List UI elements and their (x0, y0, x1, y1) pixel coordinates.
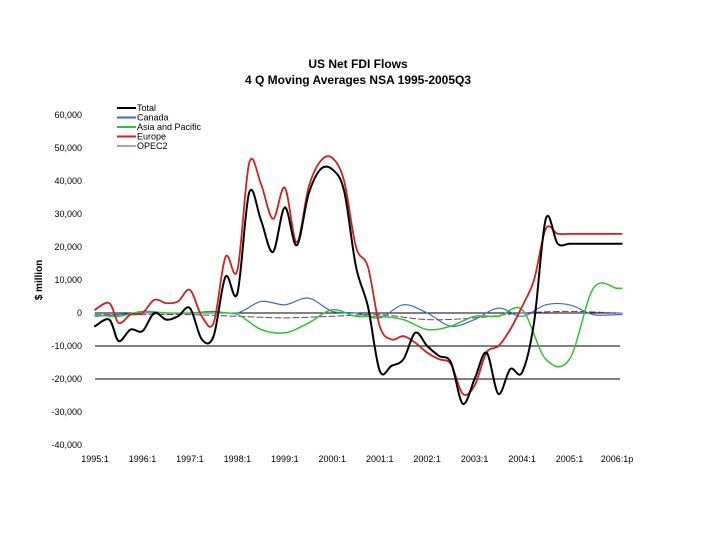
series-line-asia-and-pacific (94, 282, 623, 368)
y-tick-label: 0 (77, 308, 82, 318)
legend-label: OPEC2 (137, 141, 168, 151)
legend-label: Canada (137, 113, 169, 123)
x-tick-label: 2002:1 (413, 454, 441, 464)
x-tick-label: 1996:1 (129, 454, 157, 464)
series-line-opec2 (94, 310, 623, 321)
y-tick-label: 10,000 (54, 275, 82, 285)
series-lines (94, 155, 623, 405)
y-tick-label: -30,000 (51, 407, 82, 417)
reference-lines (95, 312, 620, 380)
x-tick-labels: 1995:1 1996:1 1997:1 1998:1 1999:1 2000:1 2001… (81, 454, 633, 464)
y-tick-label: -20,000 (51, 374, 82, 384)
y-tick-label: 20,000 (54, 242, 82, 252)
y-tick-label: 60,000 (54, 110, 82, 120)
legend-label: Europe (137, 132, 166, 142)
x-tick-label: 2000:1 (319, 454, 347, 464)
x-tick-label: 1995:1 (81, 454, 109, 464)
y-axis-label: $ million (34, 260, 45, 301)
y-tick-label: -40,000 (51, 440, 82, 450)
x-tick-label: 2005:1 (556, 454, 584, 464)
legend-label: Asia and Pacific (137, 122, 202, 132)
legend-label: Total (137, 103, 156, 113)
chart-title: US Net FDI Flows (308, 57, 408, 71)
y-tick-label: -10,000 (51, 341, 82, 351)
x-tick-label: 2003:1 (461, 454, 489, 464)
series-line-total (94, 165, 623, 405)
x-tick-label: 1999:1 (271, 454, 299, 464)
series-line-europe (94, 155, 623, 396)
x-tick-label: 1998:1 (224, 454, 252, 464)
chart-subtitle: 4 Q Moving Averages NSA 1995-2005Q3 (245, 73, 471, 87)
y-tick-labels: 60,000 50,000 40,000 30,000 20,000 10,000 0 -10… (51, 110, 82, 450)
x-tick-label: 2006:1p (601, 454, 634, 464)
y-tick-label: 40,000 (54, 176, 82, 186)
x-tick-label: 2004:1 (508, 454, 536, 464)
y-tick-label: 50,000 (54, 143, 82, 153)
y-tick-label: 30,000 (54, 209, 82, 219)
x-tick-label: 1997:1 (176, 454, 204, 464)
x-tick-label: 2001:1 (366, 454, 394, 464)
